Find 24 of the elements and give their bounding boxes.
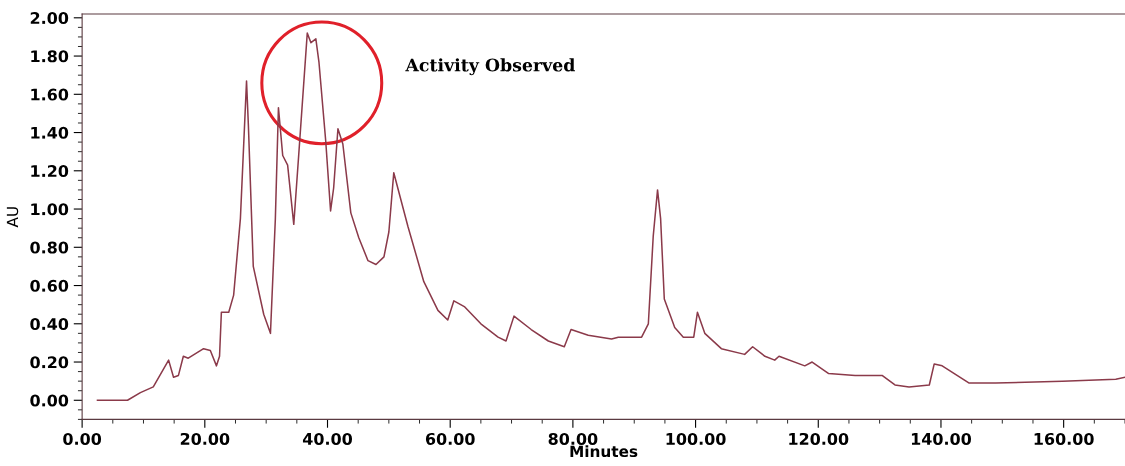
x-tick-label: 140.00 bbox=[911, 432, 972, 445]
y-tick-label: 0.80 bbox=[30, 241, 69, 254]
x-tick-label: 60.00 bbox=[425, 432, 475, 445]
line-series bbox=[96, 32, 1125, 402]
x-tick-label: 40.00 bbox=[302, 432, 353, 445]
y-tick-label: 1.40 bbox=[31, 126, 69, 139]
y-tick-label: 1.00 bbox=[31, 203, 69, 216]
x-tick-label: 20.00 bbox=[180, 432, 230, 445]
y-tick-label: 1.20 bbox=[31, 165, 69, 178]
y-tick-label: 1.80 bbox=[31, 50, 69, 63]
y-tick-label: 0.00 bbox=[30, 394, 69, 407]
x-tick-label: 80.00 bbox=[548, 432, 598, 445]
x-tick-label: 120.00 bbox=[789, 432, 849, 445]
x-tick-label: 100.00 bbox=[666, 432, 726, 445]
y-axis-title: AU bbox=[6, 207, 19, 228]
y-tick-label: 0.20 bbox=[30, 356, 69, 369]
annotation: Activity Observed bbox=[405, 58, 575, 76]
x-axis-title: Minutes bbox=[570, 445, 638, 458]
x-tick-label: 160.00 bbox=[1034, 432, 1094, 445]
y-tick-label: 0.40 bbox=[30, 318, 69, 331]
y-tick-label: 0.60 bbox=[30, 279, 69, 292]
y-tick-label: 1.60 bbox=[31, 88, 69, 101]
y-tick-label: 2.00 bbox=[30, 12, 69, 25]
x-tick-label: 0.00 bbox=[63, 432, 102, 445]
